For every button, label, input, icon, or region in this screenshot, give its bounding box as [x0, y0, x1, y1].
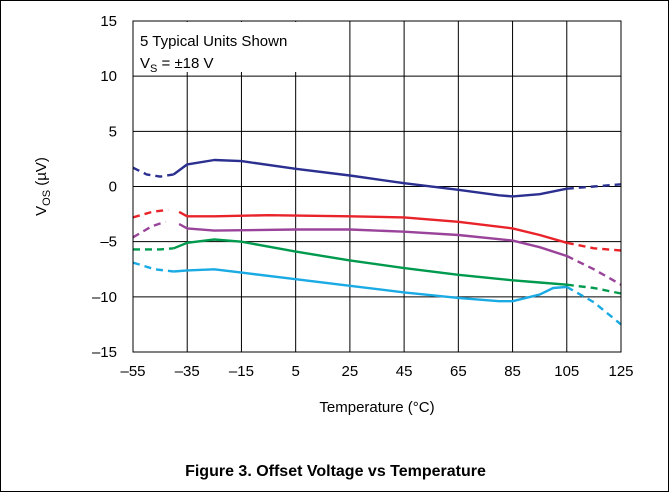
- y-tick-labels: 15 10 5 0 –5 –10 –15: [92, 13, 117, 361]
- series-1-line-dashed-high: [566, 183, 622, 190]
- annotation-units: 5 Typical Units Shown: [140, 33, 287, 50]
- x-tick-label: 125: [608, 363, 633, 380]
- series-lines: [132, 158, 622, 326]
- y-axis-title: VOS (µV): [33, 157, 53, 216]
- y-tick-label: 15: [100, 13, 117, 30]
- series-3-line: [178, 222, 568, 258]
- y-tick-label: –15: [92, 344, 117, 361]
- x-tick-label: 5: [291, 363, 299, 380]
- y-tick-label: 0: [109, 179, 117, 196]
- x-tick-label: 105: [554, 363, 579, 380]
- x-tick-label: 65: [450, 363, 467, 380]
- x-axis-title: Temperature (°C): [319, 399, 434, 416]
- x-tick-label: 25: [342, 363, 359, 380]
- y-tick-label: –5: [100, 234, 117, 251]
- series-4-line-dashed-high: [566, 283, 622, 295]
- x-tick-labels: –55 –35 –15 5 25 45 65 85 105 125: [120, 363, 633, 380]
- figure-caption: Figure 3. Offset Voltage vs Temperature: [185, 463, 486, 480]
- series-5-line-dashed-low: [132, 261, 174, 273]
- series-5-line-dashed-high: [566, 285, 622, 326]
- y-tick-label: 10: [100, 68, 117, 85]
- series-5-line: [173, 268, 567, 303]
- series-3-line-dashed-low: [132, 220, 166, 239]
- x-tick-label: –35: [175, 363, 200, 380]
- offset-voltage-chart: 5 Typical Units Shown VS = ±18 V –55 –35–…: [33, 13, 634, 416]
- series-2-line-dashed-high: [566, 241, 622, 252]
- x-tick-label: 45: [396, 363, 413, 380]
- series-1-line-dashed-low: [132, 166, 174, 178]
- x-tick-label: 85: [504, 363, 521, 380]
- x-tick-label: –55: [120, 363, 145, 380]
- series-1-line: [172, 158, 568, 198]
- y-tick-label: –10: [92, 289, 117, 306]
- series-4-line: [173, 238, 567, 286]
- series-2-line: [178, 210, 568, 244]
- grid: [133, 21, 621, 352]
- annotation-box: [134, 22, 326, 72]
- series-3-line-dashed-high: [566, 254, 622, 286]
- annotation-supply: VS = ±18 V: [140, 55, 214, 75]
- y-tick-label: 5: [109, 123, 117, 140]
- plot-frame: [132, 20, 622, 353]
- series-4-line-dashed-low: [133, 247, 174, 251]
- series-2-line-dashed-low: [132, 208, 169, 219]
- x-tick-label: –15: [229, 363, 254, 380]
